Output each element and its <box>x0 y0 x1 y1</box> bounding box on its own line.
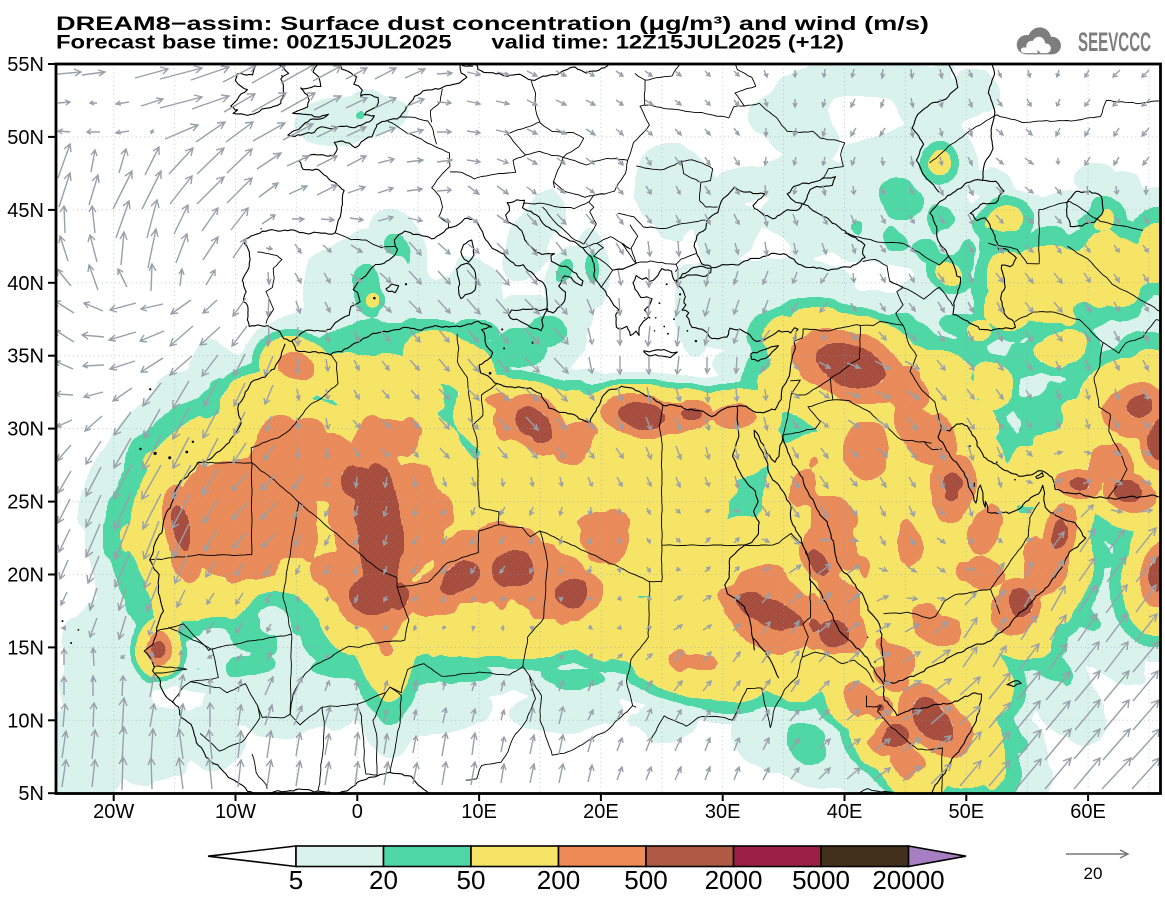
svg-text:30E: 30E <box>705 801 741 823</box>
svg-text:45N: 45N <box>7 200 44 222</box>
svg-text:0: 0 <box>352 801 363 823</box>
svg-text:20: 20 <box>1084 864 1103 883</box>
svg-text:15N: 15N <box>7 637 44 659</box>
svg-text:50E: 50E <box>949 801 985 823</box>
svg-text:40E: 40E <box>827 801 863 823</box>
svg-text:2000: 2000 <box>705 865 763 895</box>
svg-text:10E: 10E <box>461 801 497 823</box>
svg-text:10W: 10W <box>215 801 256 823</box>
svg-text:5000: 5000 <box>792 865 850 895</box>
svg-text:40N: 40N <box>7 273 44 295</box>
svg-text:5N: 5N <box>18 783 44 805</box>
svg-text:35N: 35N <box>7 346 44 368</box>
svg-text:SEEVCCC: SEEVCCC <box>1078 27 1151 57</box>
svg-text:DREAM8−assim: Surface dust con: DREAM8−assim: Surface dust concentration… <box>56 14 929 35</box>
svg-text:60E: 60E <box>1070 801 1106 823</box>
svg-text:25N: 25N <box>7 492 44 514</box>
svg-text:50: 50 <box>457 865 486 895</box>
svg-text:20: 20 <box>369 865 398 895</box>
svg-text:30N: 30N <box>7 419 44 441</box>
svg-text:200: 200 <box>537 865 580 895</box>
svg-text:Forecast base time: 00Z15JUL20: Forecast base time: 00Z15JUL2025 valid t… <box>56 33 844 54</box>
svg-text:55N: 55N <box>7 54 44 76</box>
svg-text:500: 500 <box>624 865 667 895</box>
svg-text:20N: 20N <box>7 565 44 587</box>
svg-text:5: 5 <box>289 865 303 895</box>
svg-text:20000: 20000 <box>872 865 944 895</box>
svg-text:20E: 20E <box>583 801 619 823</box>
svg-text:20W: 20W <box>93 801 134 823</box>
svg-text:50N: 50N <box>7 127 44 149</box>
svg-text:10N: 10N <box>7 710 44 732</box>
